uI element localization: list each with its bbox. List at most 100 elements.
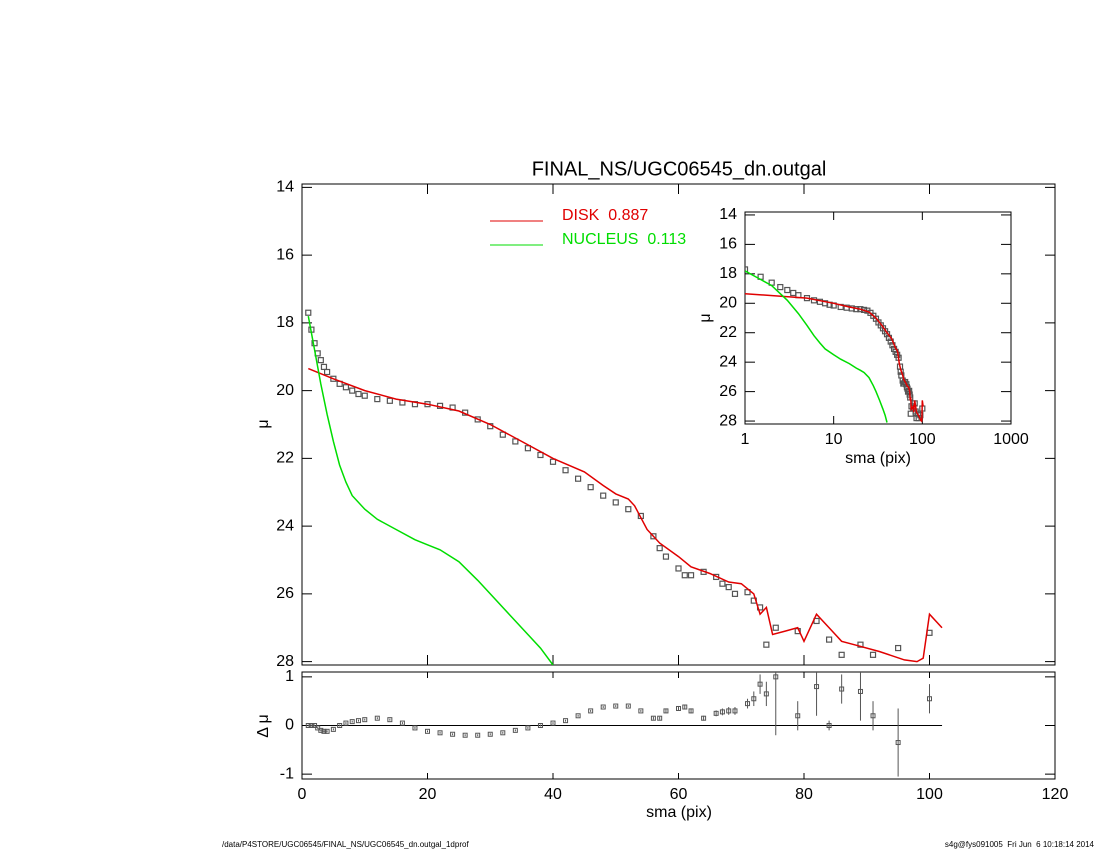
y-tick-label: 14 bbox=[719, 206, 737, 223]
data-point bbox=[612, 499, 619, 506]
data-point bbox=[324, 368, 331, 376]
residual-point bbox=[437, 730, 443, 736]
residual-point bbox=[719, 709, 725, 715]
data-point bbox=[719, 580, 726, 587]
data-point bbox=[784, 286, 791, 294]
data-point bbox=[790, 289, 797, 297]
residual-point bbox=[318, 727, 324, 733]
y-tick-label: 20 bbox=[276, 382, 294, 399]
residual-point bbox=[308, 723, 314, 728]
y-axis-label: Δ μ bbox=[255, 714, 272, 737]
y-tick-label: 26 bbox=[719, 383, 737, 400]
plot-area bbox=[305, 309, 943, 665]
residual-point bbox=[321, 728, 327, 734]
residual-point bbox=[795, 713, 801, 719]
residual-point bbox=[713, 710, 719, 716]
plot-area bbox=[302, 672, 943, 777]
y-tick-label: 18 bbox=[276, 314, 294, 331]
y-tick-label: 16 bbox=[276, 246, 294, 263]
residual-point bbox=[895, 740, 901, 746]
y-tick-label: 28 bbox=[276, 653, 294, 670]
data-point bbox=[625, 506, 632, 513]
residual-point bbox=[475, 732, 481, 738]
data-point bbox=[386, 397, 393, 404]
x-tick-label: 100 bbox=[909, 431, 936, 448]
residual-point bbox=[757, 681, 763, 687]
x-tick-label: 120 bbox=[1042, 786, 1069, 803]
residual-point bbox=[732, 708, 738, 714]
x-axis-label: sma (pix) bbox=[845, 450, 911, 467]
y-tick-label: 0 bbox=[285, 717, 294, 734]
data-point bbox=[374, 395, 381, 403]
data-point bbox=[512, 438, 519, 445]
data-point bbox=[537, 451, 544, 459]
data-point bbox=[317, 357, 324, 364]
data-point bbox=[361, 392, 368, 399]
data-point bbox=[725, 583, 732, 591]
y-tick-label: 18 bbox=[719, 265, 737, 282]
residual-point bbox=[537, 723, 543, 728]
data-point bbox=[524, 445, 532, 452]
legend-label: NUCLEUS 0.113 bbox=[562, 231, 686, 248]
residual-point bbox=[826, 723, 832, 728]
data-point bbox=[675, 565, 682, 572]
residual-point bbox=[657, 715, 663, 721]
residual-point bbox=[337, 723, 343, 728]
y-tick-label: 22 bbox=[719, 324, 737, 341]
model-line bbox=[745, 270, 888, 423]
residual-point bbox=[550, 720, 556, 726]
x-tick-label: 0 bbox=[298, 786, 307, 803]
residual-point bbox=[330, 726, 336, 732]
residual-point bbox=[387, 717, 393, 723]
y-tick-label: 22 bbox=[276, 450, 294, 467]
data-point bbox=[662, 553, 670, 560]
residual-point bbox=[745, 701, 751, 707]
residual-point bbox=[676, 705, 681, 711]
footer-left: /data/P4STORE/UGC06545/FINAL_NS/UGC06545… bbox=[222, 840, 469, 849]
footer-right: s4g@fys091005 Fri Jun 6 10:18:14 2014 bbox=[945, 840, 1095, 849]
legend-label: DISK 0.887 bbox=[562, 207, 648, 224]
x-tick-label: 40 bbox=[544, 786, 562, 803]
residual-point bbox=[412, 725, 418, 731]
residual-point bbox=[362, 717, 368, 723]
residual-point bbox=[349, 719, 355, 725]
residual-point bbox=[638, 708, 644, 714]
y-tick-label: 20 bbox=[719, 294, 737, 311]
residual-point bbox=[688, 708, 694, 714]
residual-point bbox=[773, 674, 779, 680]
residual-point bbox=[588, 708, 594, 714]
y-tick-label: 24 bbox=[276, 517, 294, 534]
data-point bbox=[330, 375, 337, 382]
residual-point bbox=[399, 720, 405, 726]
residual-point bbox=[600, 704, 606, 710]
data-point bbox=[763, 641, 770, 648]
plot-area bbox=[745, 266, 926, 423]
data-point bbox=[869, 651, 877, 658]
data-point bbox=[562, 467, 569, 474]
plot-frame bbox=[744, 211, 1012, 425]
residual-point bbox=[682, 704, 688, 710]
x-tick-label: 60 bbox=[670, 786, 688, 803]
residual-point bbox=[927, 696, 932, 702]
residual-point bbox=[512, 727, 518, 733]
data-point bbox=[499, 431, 506, 438]
data-point bbox=[355, 390, 362, 398]
data-point bbox=[650, 533, 657, 540]
y-axis-label: μ bbox=[255, 419, 272, 428]
residual-point bbox=[462, 732, 468, 738]
residual-point bbox=[701, 715, 707, 721]
data-point bbox=[681, 572, 688, 579]
y-tick-label: 28 bbox=[719, 412, 737, 429]
residual-point bbox=[814, 684, 820, 690]
data-point bbox=[574, 475, 582, 482]
x-tick-label: 20 bbox=[419, 786, 437, 803]
x-axis-label: sma (pix) bbox=[646, 804, 712, 821]
residual-point bbox=[425, 728, 430, 734]
data-point bbox=[587, 484, 594, 491]
residual-point bbox=[763, 691, 769, 697]
data-point bbox=[342, 384, 350, 391]
residual-point bbox=[487, 731, 493, 737]
residual-point bbox=[500, 730, 506, 736]
y-axis-label: μ bbox=[697, 313, 714, 322]
y-tick-label: 16 bbox=[719, 236, 737, 253]
